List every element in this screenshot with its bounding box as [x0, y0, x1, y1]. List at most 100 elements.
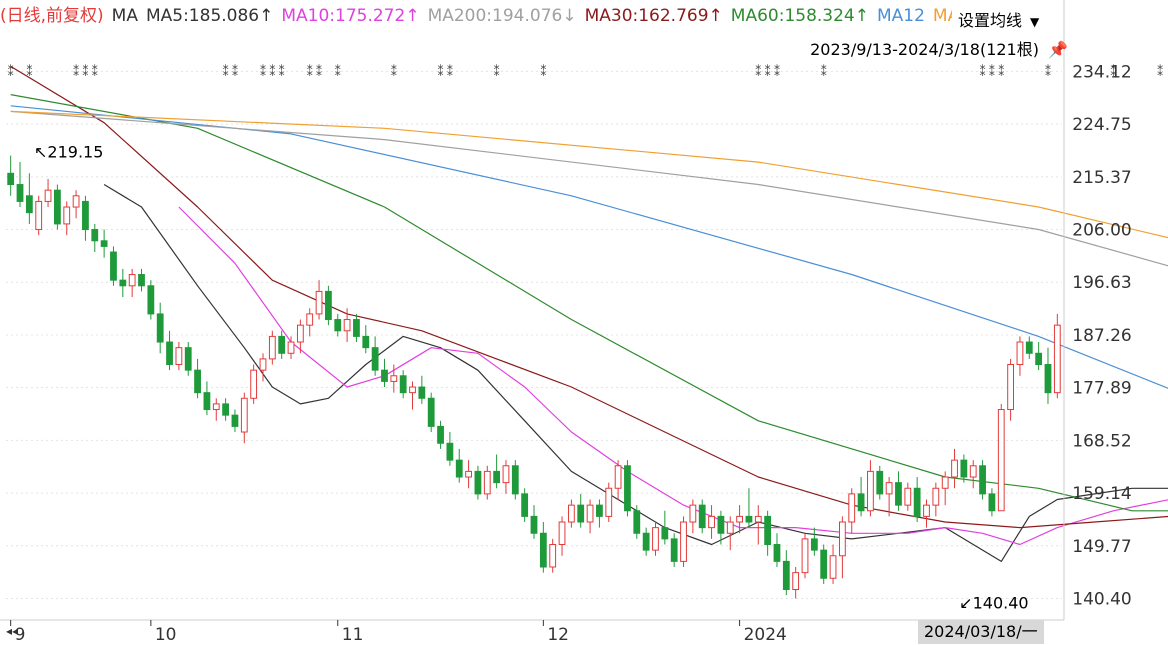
candle-body — [764, 515, 772, 546]
candle-body — [782, 560, 790, 591]
candle-body — [792, 572, 800, 591]
candle — [1025, 336, 1033, 359]
event-markers: ⁑⁑⁑⁑⁑⁑⁑⁑⁑⁑⁑⁑⁑⁑⁑⁑⁑⁑⁑⁑⁑⁑⁑⁑⁑⁑⁑⁑⁑ — [8, 64, 1163, 79]
candle-body — [437, 425, 444, 444]
candle-body — [138, 274, 145, 287]
x-tick-label: 12 — [547, 625, 569, 645]
event-marker: ⁑ — [92, 64, 98, 79]
candle — [259, 353, 267, 382]
candle — [371, 336, 379, 376]
candle — [951, 448, 958, 489]
candle — [521, 488, 529, 523]
candle-body — [110, 251, 117, 281]
candle-body — [306, 313, 314, 326]
candle-body — [1025, 341, 1033, 354]
y-tick-label: 140.40 — [1072, 590, 1131, 610]
candle — [867, 460, 874, 517]
candle-body — [427, 397, 435, 427]
candle — [110, 246, 117, 286]
candle-body — [885, 482, 893, 495]
candle-body — [726, 521, 734, 534]
candle — [16, 162, 24, 208]
candle — [418, 375, 426, 404]
ma-legend: (日线,前复权) MA MA5:185.086↑ MA10:175.272↑ MA200… — [0, 4, 1168, 28]
candle — [1016, 336, 1024, 376]
candle — [624, 460, 631, 517]
candle-body — [605, 487, 613, 517]
candle — [250, 364, 258, 404]
candle — [35, 195, 43, 236]
x-tick-label: 9 — [15, 625, 26, 645]
candle-body — [100, 240, 108, 247]
candle-body — [904, 487, 912, 506]
candle — [203, 381, 211, 416]
candle — [128, 268, 136, 298]
pin-icon[interactable]: 📌 — [1048, 40, 1068, 59]
event-marker: ⁑ — [8, 64, 14, 79]
candle — [764, 510, 772, 556]
candle — [726, 516, 734, 551]
event-marker: ⁑ — [980, 64, 986, 79]
candle-body — [371, 347, 379, 371]
candle — [596, 499, 603, 528]
candle-body — [838, 521, 846, 557]
candle — [810, 527, 818, 556]
candle-body — [558, 521, 566, 546]
candles — [7, 155, 1061, 599]
candle — [54, 184, 61, 230]
candle — [829, 544, 837, 584]
legend-ma-label: MA — [111, 6, 138, 26]
candle — [399, 370, 407, 399]
candle-body — [736, 515, 743, 523]
candle — [465, 460, 472, 489]
candle-body — [895, 482, 902, 506]
candle — [91, 223, 99, 253]
event-marker: ⁑ — [765, 64, 771, 79]
candle-body — [446, 442, 454, 461]
candle — [876, 465, 884, 500]
candle — [895, 471, 902, 511]
event-marker: ⁑ — [438, 64, 444, 79]
candle-body — [530, 515, 538, 534]
candle-body — [35, 200, 43, 231]
event-marker: ⁑ — [989, 64, 995, 79]
candle-body — [680, 521, 687, 562]
ma-line-ma250 — [10, 110, 1168, 239]
candle — [567, 499, 575, 528]
x-axis: 9101112202402 — [10, 620, 1008, 645]
event-marker: ⁑ — [307, 64, 313, 79]
candle — [717, 510, 725, 545]
candle-body — [54, 189, 61, 225]
candle-body — [745, 515, 753, 523]
candle-body — [539, 532, 547, 568]
candle-body — [661, 527, 669, 540]
candle-body — [670, 538, 678, 562]
legend-ma200: MA200:194.076↓ — [427, 6, 577, 26]
candle — [25, 173, 33, 224]
event-marker: ⁑ — [316, 64, 322, 79]
candle-body — [483, 470, 491, 495]
candle — [652, 522, 659, 556]
ma-settings-button[interactable]: 设置均线 ▼ — [952, 8, 1046, 34]
event-marker: ⁑ — [1157, 64, 1163, 79]
candle-body — [334, 319, 342, 332]
candle-body — [633, 510, 641, 534]
y-tick-label: 224.75 — [1072, 115, 1131, 135]
date-range: 2023/9/13-2024/3/18(121根) 📌 — [810, 36, 1068, 60]
moving-average-lines — [10, 65, 1168, 563]
event-marker: ⁑ — [279, 64, 285, 79]
grid-lines — [6, 70, 1062, 600]
candle-body — [979, 465, 986, 495]
candle — [549, 538, 557, 573]
candle-body — [511, 465, 519, 495]
y-tick-label: 187.26 — [1072, 326, 1131, 346]
candle-body — [913, 487, 921, 517]
candle — [502, 460, 510, 494]
candle — [100, 229, 108, 258]
candle — [44, 178, 52, 208]
scroll-left-icon[interactable]: ◂◂ — [6, 624, 19, 638]
x-tick-label: 2024 — [744, 625, 787, 645]
candle-body — [652, 527, 659, 551]
